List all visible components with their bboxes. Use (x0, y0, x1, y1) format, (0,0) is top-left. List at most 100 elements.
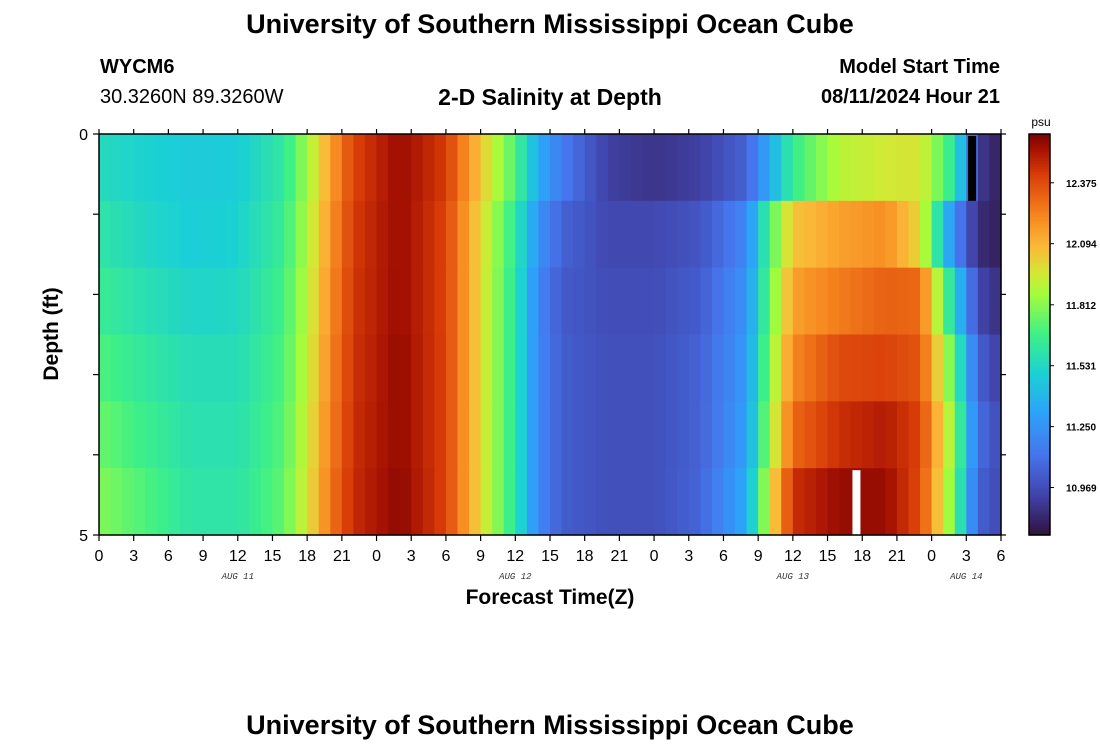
heatmap-cell (237, 334, 250, 402)
heatmap-cell (839, 134, 852, 202)
heatmap-cell (711, 200, 725, 269)
colorbar-segment (1029, 369, 1050, 373)
colorbar-segment (1029, 271, 1050, 275)
heatmap-cell (989, 200, 1002, 269)
colorbar-segment (1029, 484, 1050, 488)
heatmap-cell (307, 134, 320, 202)
heatmap-cell (966, 401, 979, 469)
colorbar-tick-label: 10.969 (1066, 484, 1097, 495)
colorbar-segment (1029, 399, 1050, 403)
colorbar-segment (1029, 219, 1050, 223)
heatmap-cell (850, 200, 863, 269)
heatmap-cell (341, 267, 355, 336)
heatmap-cell (168, 334, 181, 402)
colorbar-segment (1029, 239, 1050, 243)
heatmap-cell (596, 134, 609, 202)
x-tick-label: 15 (264, 548, 282, 565)
heatmap-cell (388, 134, 401, 202)
heatmap-cell (492, 401, 505, 469)
colorbar-segment (1029, 161, 1050, 165)
colorbar-segment (1029, 244, 1050, 248)
colorbar-segment (1029, 532, 1050, 536)
heatmap-cell (272, 200, 285, 269)
heatmap-cell (480, 334, 493, 402)
heatmap-cell (862, 267, 875, 336)
heatmap-cell (977, 267, 991, 336)
heatmap-cell (596, 468, 609, 536)
colorbar-segment (1029, 246, 1050, 250)
heatmap-cell (700, 267, 713, 336)
colorbar-segment (1029, 274, 1050, 278)
heatmap-cell (99, 200, 112, 269)
heatmap-cell (792, 401, 806, 469)
heatmap-cell (815, 334, 829, 402)
y-tick-label: 5 (79, 528, 88, 545)
heatmap-cell (654, 134, 667, 202)
heatmap-cell (850, 401, 863, 469)
colorbar-segment (1029, 437, 1050, 441)
colorbar-segment (1029, 296, 1050, 301)
colorbar-segment (1029, 191, 1050, 195)
heatmap-cell (318, 401, 331, 469)
colorbar-tick-label: 11.250 (1066, 423, 1096, 434)
heatmap-cell (122, 200, 135, 269)
heatmap-cell (839, 401, 852, 469)
heatmap-cell (341, 200, 355, 269)
x-tick-label: 6 (719, 548, 728, 565)
heatmap-cell (908, 468, 921, 536)
heatmap-cell (203, 134, 216, 202)
heatmap-cell (596, 267, 609, 336)
heatmap-cell (469, 134, 482, 202)
heatmap-cell (931, 334, 944, 402)
heatmap-cell (376, 267, 389, 336)
heatmap-cell (943, 134, 956, 202)
colorbar-segment (1029, 159, 1050, 163)
heatmap-cell (295, 334, 308, 402)
colorbar-segment (1029, 201, 1050, 205)
heatmap-cell (445, 468, 459, 536)
heatmap-cell (318, 134, 331, 202)
colorbar-segment (1029, 226, 1050, 230)
heatmap-cell (908, 334, 921, 402)
heatmap-cell (573, 200, 586, 269)
heatmap-cell (943, 334, 956, 402)
heatmap-cell (677, 134, 690, 202)
heatmap-cell (804, 134, 817, 202)
colorbar-segment (1029, 527, 1050, 531)
heatmap-cell (469, 267, 482, 336)
heatmap-cell (307, 334, 320, 402)
colorbar-segment (1029, 174, 1050, 178)
x-tick-label: 6 (997, 548, 1006, 565)
heatmap-cell (977, 334, 991, 402)
heatmap-cell (341, 401, 355, 469)
heatmap-cell (966, 468, 979, 536)
heatmap-cell (827, 468, 840, 536)
heatmap-cell (850, 134, 863, 202)
heatmap-cell (99, 468, 112, 536)
heatmap-cell (746, 401, 759, 469)
colorbar-segment (1029, 434, 1050, 438)
heatmap-cell (99, 334, 112, 402)
heatmap-cell (272, 334, 285, 402)
heatmap-cell (434, 134, 447, 202)
heatmap-cell (272, 401, 285, 469)
heatmap-cell (815, 267, 829, 336)
heatmap-cell (191, 468, 204, 536)
heatmap-cell (711, 267, 725, 336)
heatmap-cell (226, 401, 239, 469)
heatmap-cell (654, 200, 667, 269)
heatmap-cell (191, 267, 204, 336)
heatmap-cell (260, 267, 274, 336)
heatmap-cell (931, 134, 944, 202)
heatmap-cell (388, 334, 401, 402)
heatmap-cell (457, 200, 470, 269)
heatmap-cell (711, 334, 725, 402)
heatmap-cell (457, 267, 470, 336)
colorbar-segment (1029, 311, 1050, 316)
heatmap-cell (284, 267, 297, 336)
heatmap-cell (769, 134, 782, 202)
heatmap-cell (619, 334, 632, 402)
colorbar-segment (1029, 352, 1050, 356)
heatmap-cell (376, 468, 389, 536)
heatmap-cell (954, 334, 967, 402)
